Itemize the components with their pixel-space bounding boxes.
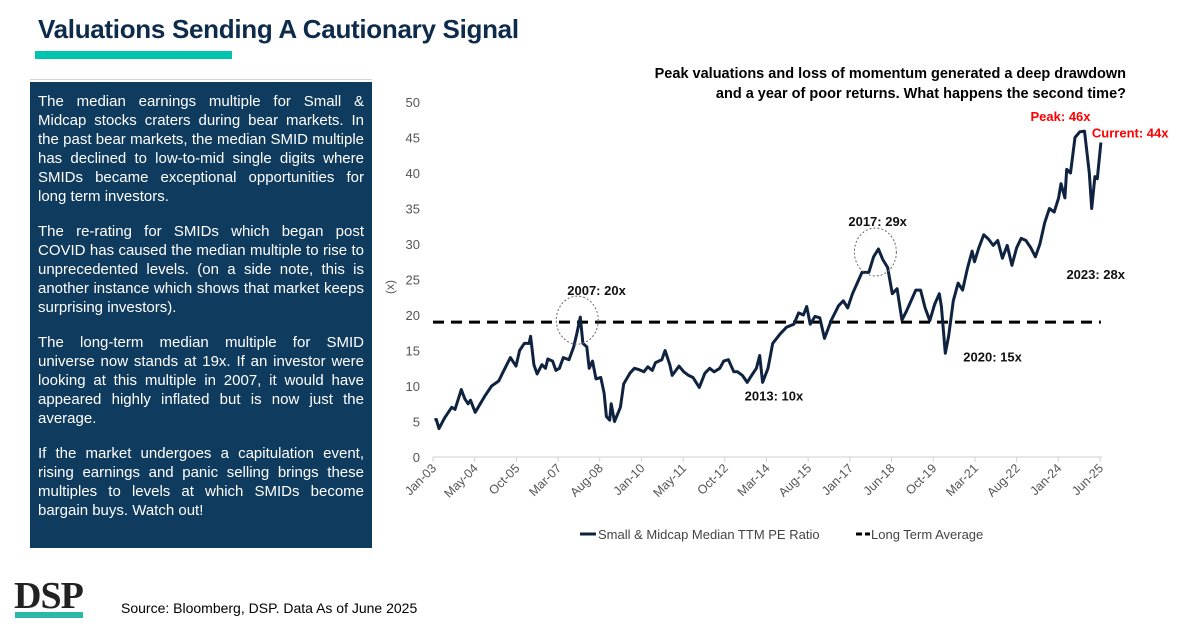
legend-label: Long Term Average (871, 527, 983, 542)
x-tick-label: Aug-15 (776, 461, 814, 499)
logo-underline (15, 612, 83, 618)
x-tick-label: Aug-22 (984, 461, 1022, 499)
x-tick-label: May-04 (441, 461, 480, 500)
annotation-label: 2017: 29x (848, 214, 907, 229)
x-tick-label: Aug-08 (567, 461, 605, 499)
x-tick-label: Jan-17 (819, 461, 856, 498)
y-tick-label: 50 (406, 95, 420, 110)
y-tick-label: 45 (406, 131, 420, 146)
source-note: Source: Bloomberg, DSP. Data As of June … (121, 600, 418, 616)
y-tick-label: 15 (406, 344, 420, 359)
x-tick-label: Oct-12 (695, 461, 731, 497)
legend-label: Small & Midcap Median TTM PE Ratio (598, 527, 820, 542)
y-tick-label: 25 (406, 273, 420, 288)
annotation-label: Current: 44x (1092, 125, 1169, 140)
x-tick-label: Mar-14 (735, 461, 773, 499)
highlight-circle (555, 295, 599, 345)
x-tick-label: Oct-05 (486, 461, 522, 497)
y-tick-label: 30 (406, 237, 420, 252)
annotation-label: 2007: 20x (567, 283, 626, 298)
divider (30, 79, 372, 80)
y-tick-label: 0 (413, 450, 420, 465)
page-title: Valuations Sending A Cautionary Signal (38, 14, 519, 44)
x-tick-label: Jan-24 (1027, 461, 1064, 498)
annotation-label: Peak: 46x (1031, 109, 1092, 124)
paragraph: The long-term median multiple for SMID u… (38, 334, 364, 427)
y-tick-label: 5 (413, 415, 420, 430)
y-tick-label: 35 (406, 202, 420, 217)
paragraph: The re-rating for SMIDs which began post… (38, 223, 364, 316)
x-tick-label: Mar-07 (526, 461, 564, 499)
highlight-circle (853, 227, 897, 277)
x-tick-label: Jan-03 (402, 461, 439, 498)
pe-ratio-line (433, 129, 1103, 431)
annotation-label: 2023: 28x (1066, 267, 1125, 282)
x-tick-label: Jun-25 (1069, 461, 1106, 498)
dsp-logo: DSP (14, 575, 84, 617)
x-tick-label: Oct-19 (903, 461, 939, 497)
y-tick-label: 40 (406, 166, 420, 181)
paragraph: If the market undergoes a capitulation e… (38, 445, 364, 519)
y-axis-label: (x) (383, 280, 397, 294)
title-underline (35, 51, 232, 59)
paragraph: The median earnings multiple for Small &… (38, 93, 364, 205)
commentary-panel: The median earnings multiple for Small &… (30, 82, 372, 548)
x-tick-label: Jan-10 (611, 461, 648, 498)
y-tick-label: 20 (406, 308, 420, 323)
x-tick-label: Jun-18 (861, 461, 898, 498)
x-tick-label: May-11 (651, 461, 690, 500)
y-tick-label: 10 (406, 379, 420, 394)
x-tick-label: Mar-21 (943, 461, 981, 499)
annotation-label: 2013: 10x (745, 388, 804, 403)
chart-title: Peak valuations and loss of momentum gen… (654, 66, 1126, 102)
annotation-label: 2020: 15x (963, 349, 1022, 364)
